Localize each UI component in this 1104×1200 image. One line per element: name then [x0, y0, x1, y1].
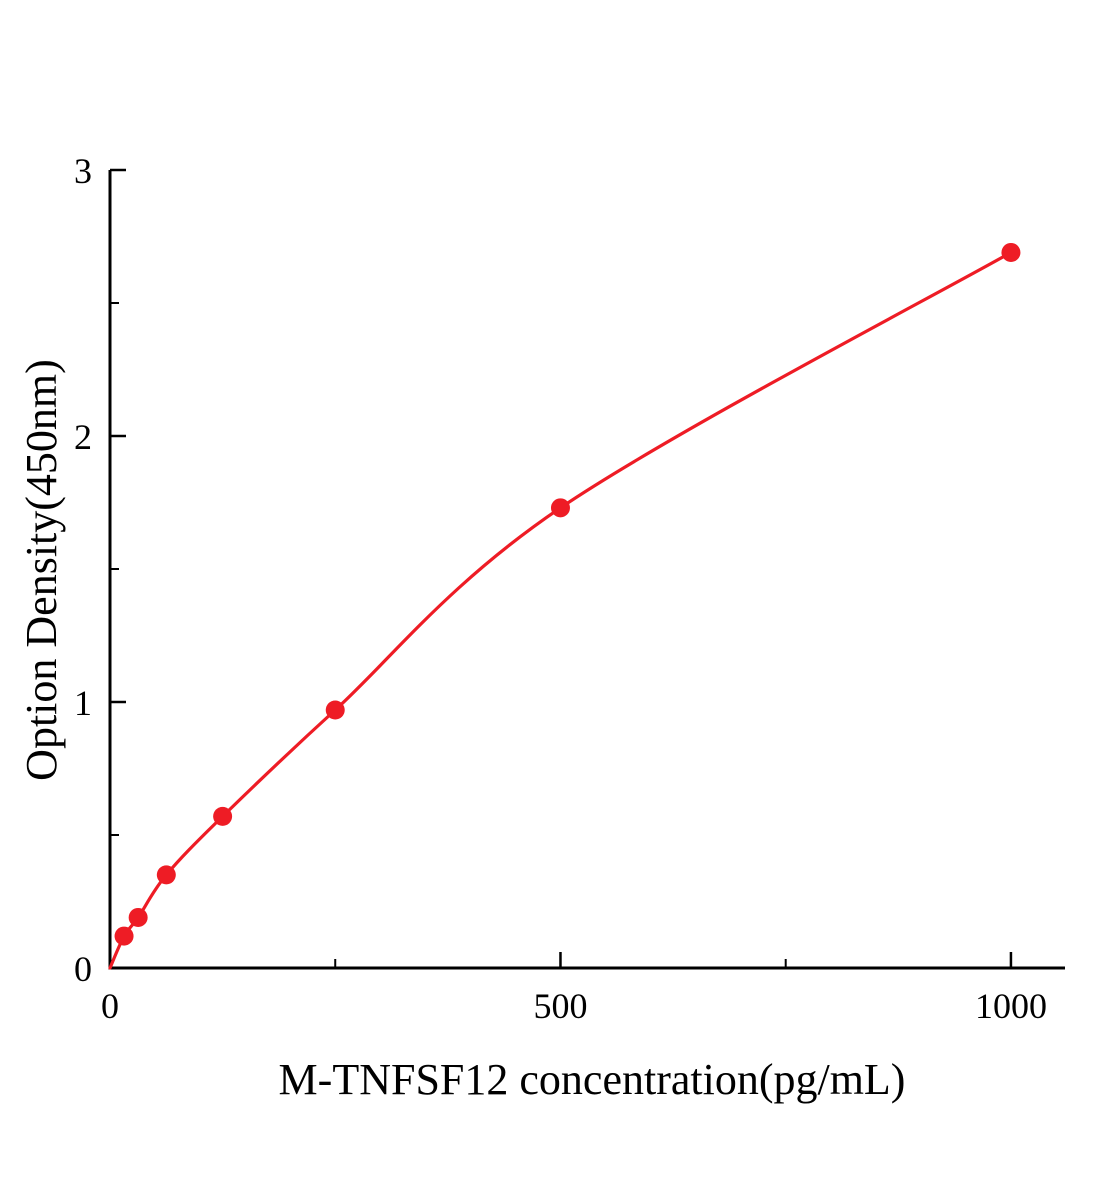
- data-point: [325, 700, 345, 720]
- data-point: [128, 907, 148, 927]
- y-axis-label: Option Density(450nm): [17, 359, 66, 781]
- data-point: [114, 926, 134, 946]
- data-point: [550, 498, 570, 518]
- data-point: [213, 806, 233, 826]
- x-tick-label: 1000: [975, 986, 1047, 1026]
- y-tick-label: 0: [74, 949, 92, 989]
- y-tick-label: 1: [74, 683, 92, 723]
- axes: [108, 170, 1065, 970]
- y-tick-label: 2: [74, 417, 92, 457]
- x-tick-label: 500: [533, 986, 587, 1026]
- x-axis-label: M-TNFSF12 concentration(pg/mL): [278, 1055, 906, 1104]
- y-tick-label: 3: [74, 151, 92, 191]
- data-point: [1001, 242, 1021, 262]
- data-point: [156, 865, 176, 885]
- fit-curve: [108, 250, 1013, 970]
- x-tick-label: 0: [101, 986, 119, 1026]
